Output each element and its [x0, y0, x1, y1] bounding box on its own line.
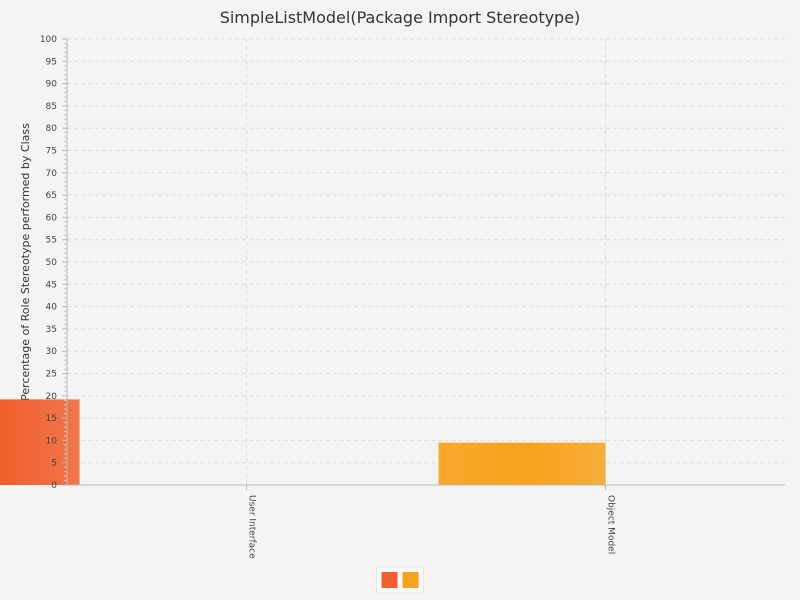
- chart-title: SimpleListModel(Package Import Stereotyp…: [220, 8, 581, 27]
- x-tick-label: Object Model: [606, 495, 616, 554]
- legend-swatch[interactable]: [402, 572, 419, 588]
- y-tick-label: 80: [46, 124, 58, 134]
- y-tick-label: 45: [46, 280, 57, 290]
- legend: [376, 566, 424, 594]
- y-tick-label: 60: [46, 213, 58, 223]
- y-tick-label: 90: [46, 80, 58, 90]
- y-tick-label: 55: [46, 236, 57, 246]
- y-tick-label: 70: [46, 169, 58, 179]
- y-tick-label: 25: [46, 370, 57, 380]
- y-tick-label: 65: [46, 191, 57, 201]
- legend-swatch[interactable]: [381, 572, 398, 588]
- y-tick-label: 15: [46, 414, 57, 424]
- y-tick-label: 95: [46, 57, 57, 67]
- grid: [67, 38, 785, 485]
- bars: [0, 399, 606, 485]
- y-tick-label: 85: [46, 102, 57, 112]
- y-tick-label: 35: [46, 325, 57, 335]
- y-tick-label: 0: [51, 481, 57, 491]
- bar: [438, 442, 606, 485]
- y-tick-label: 100: [40, 35, 57, 45]
- axes: 0 5 10 15 20 25 30 35 40 45 50 55 60 65 70 75 80 85 90 95 10…: [40, 35, 785, 559]
- y-tick-label: 5: [51, 459, 57, 469]
- x-tick-label: User Interface: [247, 495, 257, 559]
- y-tick-label: 10: [46, 436, 58, 446]
- y-tick-label: 75: [46, 147, 57, 157]
- y-tick-label: 50: [46, 258, 58, 268]
- y-axis-title: Percentage of Role Stereotype performed …: [19, 123, 32, 401]
- y-tick-label: 40: [46, 303, 58, 313]
- bar: [0, 399, 80, 485]
- y-tick-label: 20: [46, 392, 58, 402]
- y-tick-label: 30: [46, 347, 58, 357]
